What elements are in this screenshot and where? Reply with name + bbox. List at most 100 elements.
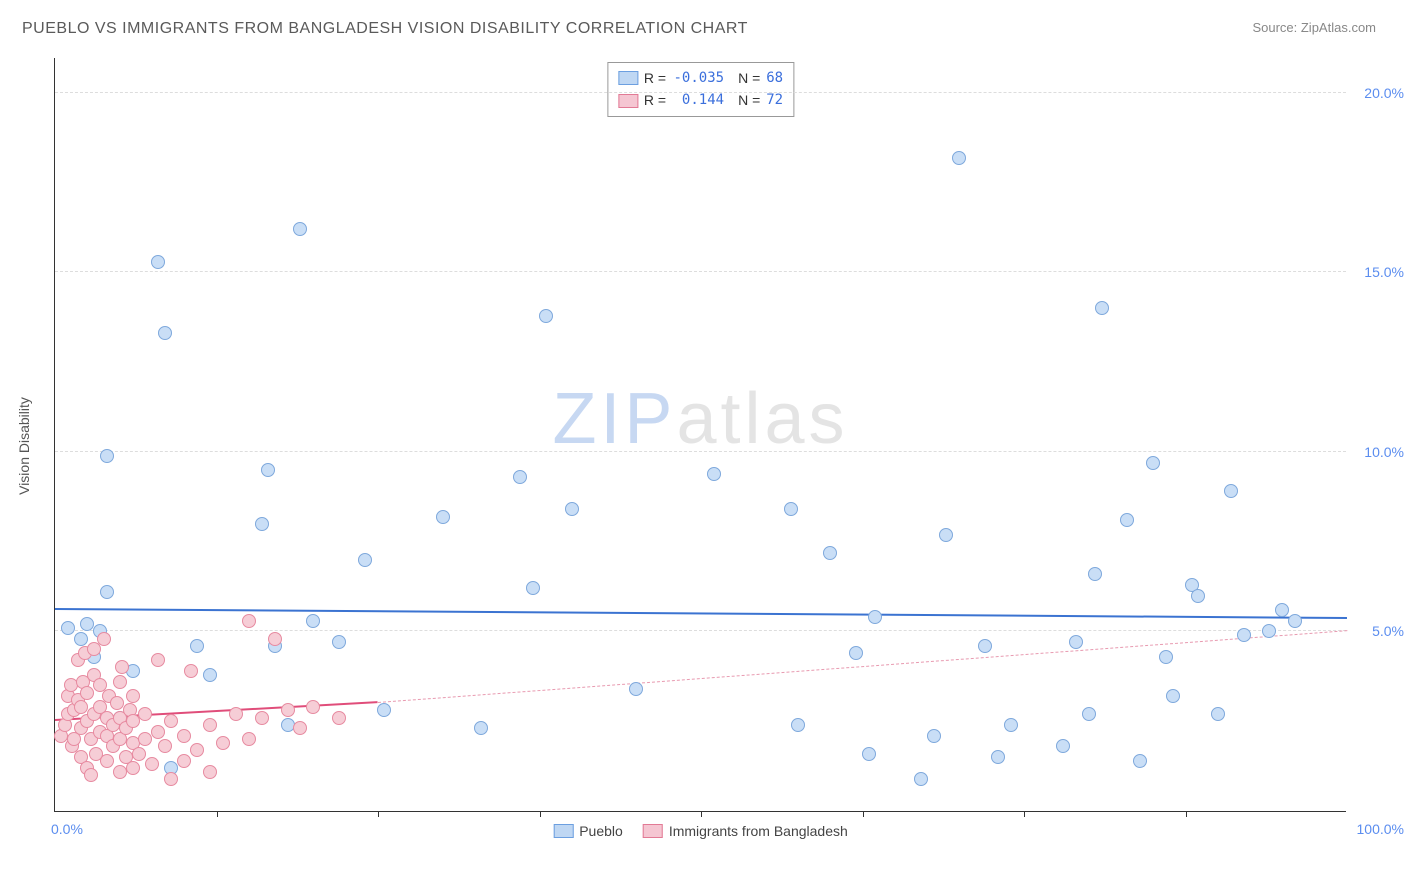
legend-label-pueblo: Pueblo [579, 823, 623, 839]
data-point [132, 747, 146, 761]
x-tick-mark [701, 811, 702, 817]
n-value-pueblo: 68 [766, 67, 783, 89]
gridline [55, 451, 1346, 452]
data-point [1088, 567, 1102, 581]
swatch-bangladesh [618, 94, 638, 108]
r-label: R = [644, 67, 666, 89]
data-point [293, 721, 307, 735]
data-point [868, 610, 882, 624]
data-point [100, 585, 114, 599]
data-point [177, 754, 191, 768]
data-point [1120, 513, 1134, 527]
x-tick-mark [217, 811, 218, 817]
data-point [184, 664, 198, 678]
data-point [74, 700, 88, 714]
data-point [100, 754, 114, 768]
data-point [190, 639, 204, 653]
source-label: Source: ZipAtlas.com [1252, 20, 1376, 35]
data-point [190, 743, 204, 757]
x-tick-mark [863, 811, 864, 817]
swatch-bangladesh [643, 824, 663, 838]
data-point [177, 729, 191, 743]
stats-legend: R = -0.035 N = 68 R = 0.144 N = 72 [607, 62, 794, 117]
data-point [1069, 635, 1083, 649]
data-point [151, 653, 165, 667]
data-point [255, 711, 269, 725]
data-point [158, 326, 172, 340]
data-point [80, 686, 94, 700]
data-point [1275, 603, 1289, 617]
data-point [1237, 628, 1251, 642]
n-label: N = [738, 67, 760, 89]
y-tick-label: 10.0% [1354, 444, 1404, 460]
data-point [281, 703, 295, 717]
data-point [1133, 754, 1147, 768]
data-point [126, 714, 140, 728]
data-point [113, 675, 127, 689]
data-point [784, 502, 798, 516]
data-point [927, 729, 941, 743]
trend-line [378, 630, 1347, 703]
data-point [791, 718, 805, 732]
data-point [539, 309, 553, 323]
data-point [1146, 456, 1160, 470]
y-axis-title: Vision Disability [16, 397, 32, 495]
data-point [84, 768, 98, 782]
data-point [261, 463, 275, 477]
x-tick-mark [540, 811, 541, 817]
data-point [242, 732, 256, 746]
swatch-pueblo [553, 824, 573, 838]
data-point [1082, 707, 1096, 721]
data-point [126, 761, 140, 775]
data-point [293, 222, 307, 236]
data-point [436, 510, 450, 524]
data-point [1056, 739, 1070, 753]
data-point [629, 682, 643, 696]
gridline [55, 630, 1346, 631]
data-point [113, 765, 127, 779]
data-point [138, 707, 152, 721]
data-point [268, 632, 282, 646]
data-point [1262, 624, 1276, 638]
data-point [914, 772, 928, 786]
data-point [306, 700, 320, 714]
data-point [939, 528, 953, 542]
chart-title: PUEBLO VS IMMIGRANTS FROM BANGLADESH VIS… [22, 20, 748, 38]
data-point [332, 711, 346, 725]
data-point [1095, 301, 1109, 315]
data-point [110, 696, 124, 710]
data-point [1159, 650, 1173, 664]
data-point [707, 467, 721, 481]
y-tick-label: 15.0% [1354, 264, 1404, 280]
data-point [115, 660, 129, 674]
y-tick-label: 20.0% [1354, 85, 1404, 101]
x-axis-max-label: 100.0% [1357, 821, 1404, 837]
data-point [126, 689, 140, 703]
data-point [565, 502, 579, 516]
data-point [849, 646, 863, 660]
header: PUEBLO VS IMMIGRANTS FROM BANGLADESH VIS… [0, 0, 1406, 48]
data-point [145, 757, 159, 771]
scatter-chart: ZIPatlas R = -0.035 N = 68 R = 0.144 N =… [54, 58, 1346, 812]
x-tick-mark [378, 811, 379, 817]
data-point [216, 736, 230, 750]
data-point [1211, 707, 1225, 721]
series-legend: Pueblo Immigrants from Bangladesh [553, 823, 848, 839]
data-point [164, 714, 178, 728]
watermark-zip: ZIP [552, 379, 676, 459]
data-point [242, 614, 256, 628]
data-point [377, 703, 391, 717]
data-point [158, 739, 172, 753]
watermark-atlas: atlas [676, 379, 848, 459]
data-point [203, 765, 217, 779]
data-point [203, 718, 217, 732]
x-axis-min-label: 0.0% [51, 821, 83, 837]
data-point [100, 449, 114, 463]
data-point [151, 255, 165, 269]
data-point [1288, 614, 1302, 628]
data-point [1224, 484, 1238, 498]
data-point [97, 632, 111, 646]
data-point [229, 707, 243, 721]
data-point [358, 553, 372, 567]
swatch-pueblo [618, 71, 638, 85]
